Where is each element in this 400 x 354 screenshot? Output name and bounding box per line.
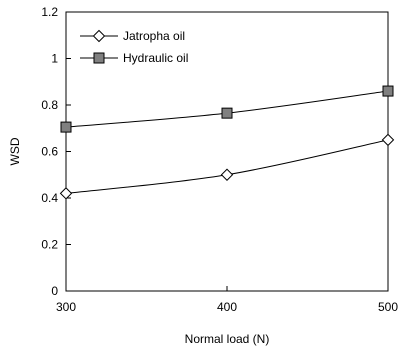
y-axis-title: WSD [8,137,22,165]
x-tick-label: 300 [56,300,76,314]
series-layer [59,85,395,200]
x-axis-title: Normal load (N) [185,332,270,346]
series-line [65,139,389,194]
legend-label: Jatropha oil [123,29,185,43]
data-point [59,187,73,200]
series-0 [59,133,395,200]
y-tick-label: 0 [51,284,58,298]
legend-marker [93,52,105,64]
x-axis-ticks: 300 400 500 [56,286,398,314]
data-point [220,168,234,181]
y-tick-label: 0.6 [41,145,58,159]
series-1 [60,85,394,133]
y-tick-label: 0.2 [41,238,58,252]
y-tick-label: 0.8 [41,98,58,112]
legend: Jatropha oil Hydraulic oil [80,29,188,65]
legend-marker [92,29,106,43]
y-tick-label: 1 [51,52,58,66]
x-tick-label: 500 [378,300,398,314]
legend-entry: Jatropha oil [80,29,185,43]
data-point [382,85,394,97]
data-point [221,107,233,119]
data-point [381,133,395,147]
y-tick-label: 1.2 [41,5,58,19]
data-point [60,121,72,133]
legend-entry: Hydraulic oil [80,51,188,65]
y-tick-label: 0.4 [41,191,58,205]
y-axis-ticks: 0 0.2 0.4 0.6 0.8 1 1.2 [41,5,71,298]
x-tick-label: 400 [217,300,237,314]
legend-label: Hydraulic oil [123,51,188,65]
